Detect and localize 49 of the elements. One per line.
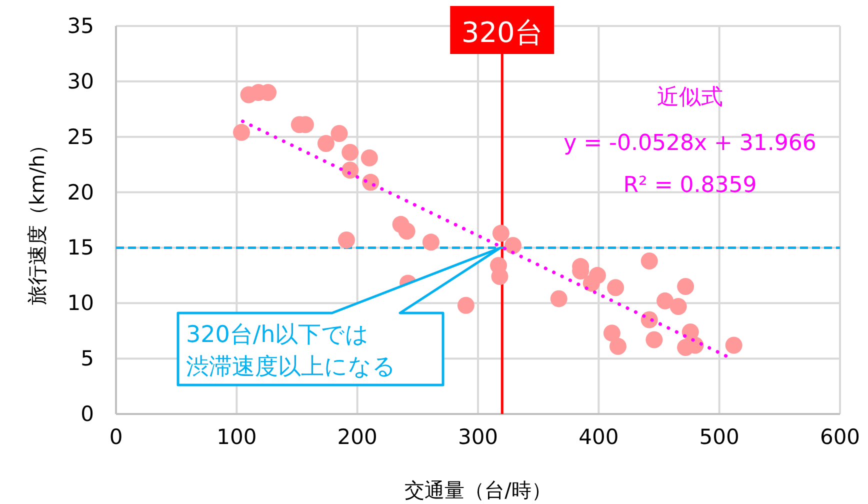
point: [342, 144, 359, 161]
annotation: 320台/h以下では: [186, 322, 370, 348]
annotation: y = -0.0528x + 31.966: [564, 131, 816, 156]
point: [640, 252, 658, 270]
point: [609, 338, 626, 355]
point: [588, 266, 606, 284]
point: [656, 292, 674, 310]
y-tick-label: 20: [67, 180, 94, 204]
point: [342, 162, 359, 179]
annotation: 渋滞速度以上になる: [186, 354, 396, 380]
ref-line-label: 320台: [461, 16, 543, 49]
y-tick-label: 0: [80, 402, 94, 426]
annotation: 近似式: [657, 85, 723, 110]
x-tick-label: 400: [578, 425, 619, 449]
point: [317, 135, 334, 152]
point: [725, 336, 742, 354]
point: [550, 290, 568, 308]
x-tick-label: 100: [216, 425, 257, 449]
y-tick-label: 15: [67, 236, 94, 260]
y-tick-label: 25: [67, 124, 94, 149]
point: [504, 236, 522, 254]
point: [670, 298, 687, 315]
x-axis-title: 交通量（台/時）: [404, 478, 552, 502]
point: [677, 278, 694, 296]
x-tick-label: 500: [699, 425, 740, 449]
point: [492, 224, 510, 242]
point: [330, 125, 348, 142]
point: [607, 279, 624, 296]
point: [603, 324, 620, 342]
point: [422, 234, 440, 251]
x-tick-label: 600: [820, 425, 860, 449]
x-tick-label: 0: [109, 425, 123, 449]
point: [232, 124, 250, 141]
point: [646, 331, 663, 348]
point: [398, 222, 416, 240]
point: [491, 268, 508, 286]
point: [457, 296, 474, 314]
x-tick-label: 200: [337, 425, 378, 449]
point: [360, 149, 378, 166]
x-tick-label: 300: [458, 425, 498, 449]
y-tick-label: 10: [67, 291, 94, 316]
y-axis-title: 旅行速度（km/h）: [25, 134, 49, 306]
y-tick-label: 30: [67, 69, 94, 94]
point: [362, 174, 380, 191]
point: [338, 231, 355, 248]
point: [640, 311, 658, 328]
y-tick-label: 5: [80, 346, 94, 371]
y-tick-label: 35: [67, 14, 94, 38]
annotation: R² = 0.8359: [623, 173, 757, 198]
